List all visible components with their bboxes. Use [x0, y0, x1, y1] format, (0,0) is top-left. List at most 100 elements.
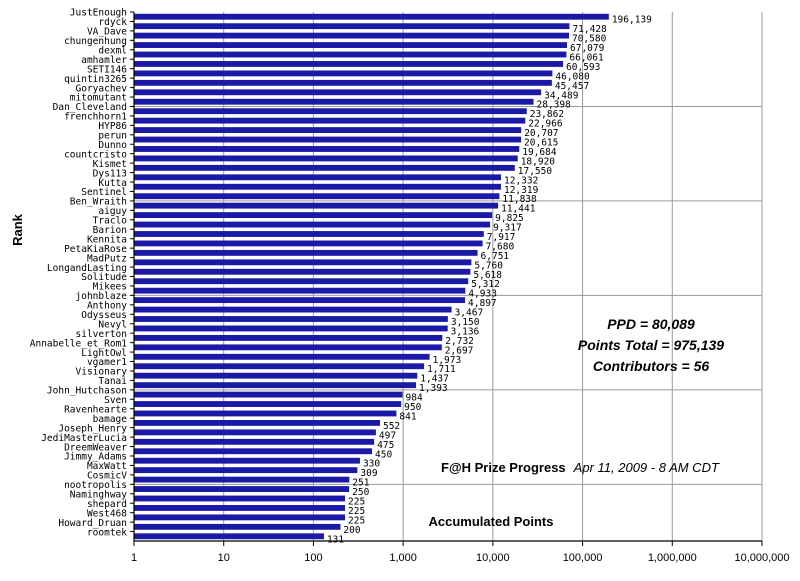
category-label: Ben_Wraith	[70, 197, 127, 208]
value-label: 7,680	[486, 241, 515, 252]
bar	[134, 363, 425, 370]
bar	[134, 353, 430, 360]
bar	[134, 221, 491, 228]
bar	[134, 297, 466, 304]
value-label: 131	[327, 534, 344, 545]
category-label: HYP86	[98, 121, 127, 132]
bar	[134, 334, 443, 341]
category-label: Odysseus	[81, 310, 127, 321]
category-label: PetaKiaRose	[64, 244, 127, 255]
bar	[134, 249, 478, 256]
x-tick-label: 10,000,000	[734, 552, 789, 564]
category-label: aiguy	[98, 206, 127, 217]
bar	[134, 533, 324, 540]
bar	[134, 202, 499, 209]
category-label: Ravenhearte	[64, 404, 127, 415]
category-label: Nevyl	[98, 319, 127, 330]
bar	[134, 136, 522, 143]
x-tick-label: 10	[218, 552, 230, 564]
row-separators	[134, 105, 762, 485]
value-label: 60,593	[566, 62, 600, 73]
value-label: 251	[352, 478, 369, 489]
bar	[134, 401, 402, 407]
bar	[134, 306, 452, 313]
bar	[134, 13, 609, 20]
value-label: 12,319	[504, 185, 539, 196]
category-label: vgamer1	[87, 357, 127, 368]
category-label: Kismet	[93, 159, 127, 170]
bar	[134, 514, 346, 521]
bar	[134, 372, 418, 379]
value-label: 18,920	[521, 156, 556, 167]
category-label: VA_Dave	[87, 27, 127, 38]
category-label: Solitude	[81, 272, 127, 283]
bar	[134, 231, 484, 237]
x-axis-title: Accumulated Points	[429, 514, 554, 529]
bar	[134, 23, 570, 30]
value-label: 9,317	[493, 223, 522, 234]
bar	[134, 268, 471, 275]
category-label: mitomutant	[70, 93, 127, 104]
value-label: 4,897	[468, 298, 497, 309]
subtitle-bold: F@H Prize Progress	[441, 460, 566, 475]
category-label: Annabelle_et_Rom1	[30, 338, 128, 349]
category-label: MaxWatt	[87, 461, 127, 472]
bar	[134, 278, 469, 285]
bar	[134, 486, 350, 492]
bars	[134, 13, 609, 540]
category-label: johnblaze	[76, 291, 128, 302]
bar	[134, 174, 502, 181]
category-label: quintin3265	[64, 74, 127, 85]
x-tick-label: 10,000	[476, 552, 510, 564]
value-label: 309	[360, 468, 377, 479]
value-label: 2,697	[445, 345, 474, 356]
bar	[134, 117, 526, 124]
value-label: 70,580	[572, 34, 607, 45]
category-label: Jimmy_Adams	[64, 452, 127, 463]
category-label: silverton	[76, 329, 127, 340]
bar	[134, 108, 527, 115]
value-label: 5,760	[474, 260, 503, 271]
value-label: 45,457	[555, 81, 589, 92]
category-label: CosmicV	[87, 471, 127, 482]
category-label: Traclo	[93, 216, 128, 227]
y-axis-title: Rank	[10, 213, 25, 246]
value-label: 225	[348, 515, 365, 526]
bar	[134, 410, 397, 417]
value-label: 3,467	[455, 308, 484, 319]
category-label: Naminghway	[70, 489, 127, 500]
x-tick-labels: 1 10 100 1,000 10,000 100,000 1,000,000 10,000,…	[131, 552, 790, 564]
category-label: perun	[98, 131, 127, 142]
bar	[134, 495, 346, 502]
category-label: Dunno	[98, 140, 127, 151]
chart-subtitle: F@H Prize Progress Apr 11, 2009 - 8 AM C…	[441, 459, 720, 476]
bar	[134, 164, 515, 171]
bar	[134, 98, 534, 105]
category-label: amhamler	[81, 55, 127, 66]
category-label: JediMasterLucia	[41, 433, 127, 444]
value-label: 250	[352, 487, 369, 498]
category-label: frenchhorn1	[64, 112, 127, 123]
category-label: Dan_Cleveland	[53, 102, 127, 113]
value-label: 11,441	[501, 204, 536, 215]
bar	[134, 240, 483, 247]
value-label: 46,080	[555, 71, 590, 82]
value-label: 3,150	[451, 317, 480, 328]
value-label: 450	[375, 449, 392, 460]
value-label: 20,707	[524, 128, 558, 139]
category-label: nootropolis	[64, 480, 127, 491]
bar	[134, 419, 380, 426]
value-label: 19,684	[522, 147, 557, 158]
category-label: bamage	[93, 414, 128, 425]
category-label: Barion	[93, 225, 127, 236]
category-label: chungenhung	[64, 36, 127, 47]
value-label: 22,966	[528, 119, 563, 130]
category-labels: JustEnoughrdyckVA_Davechungenhungdexmlam…	[30, 8, 128, 539]
category-label: roomtek	[87, 527, 127, 538]
category-label: LongandLasting	[47, 263, 127, 274]
bar	[134, 259, 472, 266]
bar	[134, 61, 564, 67]
category-label: Visionary	[76, 367, 128, 378]
x-tick-label: 100,000	[563, 552, 603, 564]
